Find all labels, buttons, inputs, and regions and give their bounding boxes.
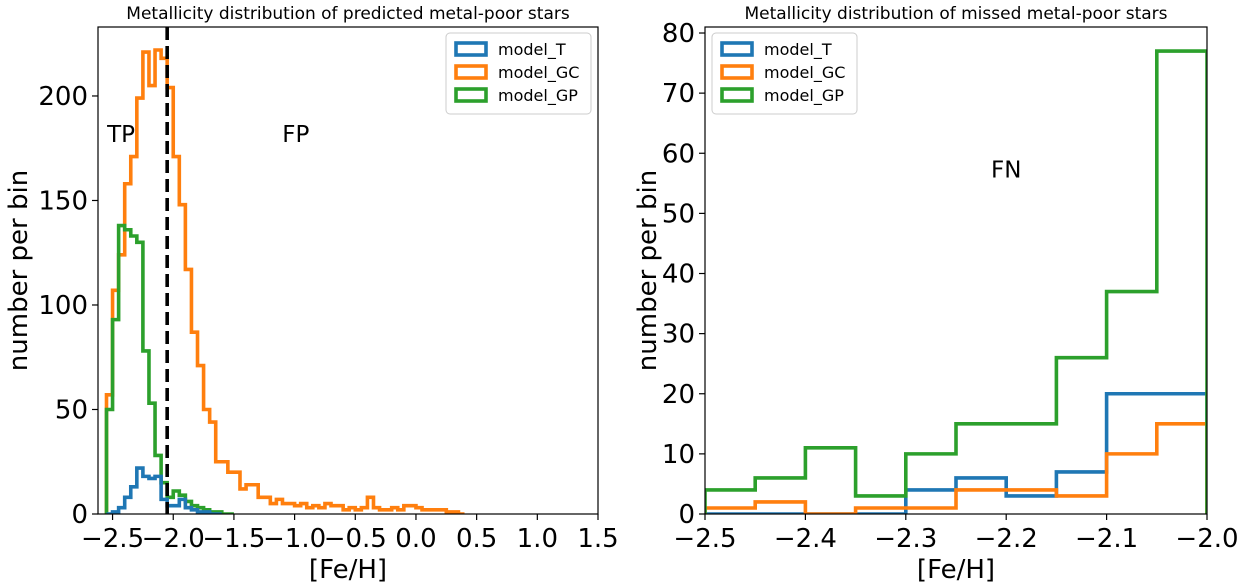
annotation-fn: FN [991, 157, 1021, 183]
axes-frame [97, 26, 599, 515]
chart-title: Metallicity distribution of missed metal… [744, 4, 1167, 24]
x-tick-label: 1.0 [517, 524, 558, 554]
x-tick-label: −2.4 [774, 524, 837, 554]
y-axis-label: number per bin [633, 170, 663, 371]
x-tick-label: −2.1 [1075, 524, 1138, 554]
annotation-tp: TP [106, 122, 135, 148]
x-tick-label: −2.0 [1175, 524, 1238, 554]
legend-swatch-model-gp [454, 87, 488, 103]
x-tick-label: −2.5 [81, 524, 144, 554]
chart-panel-1: −2.5−2.0−1.5−1.0−0.5 0.0 0.5 1.0 1.5 0 50 100 15… [4, 4, 619, 585]
legend: model_T model_GC model_GP [711, 32, 858, 115]
legend-label: model_T [764, 40, 832, 60]
x-tick-label: 1.5 [577, 524, 618, 554]
legend-swatch-model-gc [454, 64, 488, 80]
series-model-gp [705, 49, 1207, 514]
x-tick-label: −2.0 [142, 524, 205, 554]
legend-label: model_GP [764, 86, 844, 106]
y-tick-label: 10 [662, 440, 695, 470]
chart-title: Metallicity distribution of predicted me… [126, 4, 570, 24]
series-model-t [705, 391, 1207, 514]
y-axis-label: number per bin [4, 170, 34, 371]
y-tick-label: 40 [662, 260, 695, 290]
x-tick-label: 0.0 [395, 524, 436, 554]
y-tick-label: 70 [662, 79, 695, 109]
y-tick-label: 200 [38, 82, 88, 112]
y-tick-label: 20 [662, 380, 695, 410]
y-tick-label: 100 [38, 291, 88, 321]
legend-label: model_GP [498, 86, 578, 106]
x-axis-label: [Fe/H] [309, 555, 387, 585]
x-tick-label: −1.5 [202, 524, 265, 554]
y-tick-label: 150 [38, 186, 88, 216]
x-tick-label: −2.2 [975, 524, 1038, 554]
legend: model_T model_GC model_GP [445, 32, 592, 115]
legend-label: model_T [498, 40, 566, 60]
legend-swatch-model-t [454, 41, 488, 57]
legend-label: model_GC [764, 63, 845, 83]
legend-swatch-model-t [720, 41, 754, 57]
legend-label: model_GC [498, 63, 579, 83]
x-tick-label: −2.3 [874, 524, 937, 554]
axes-frame [704, 26, 1208, 515]
plot-area [104, 27, 465, 514]
plot-area [705, 49, 1207, 514]
chart-panel-2: −2.5 −2.4 −2.3 −2.2 −2.1 −2.0 0 10 20 30 40 50 60 70 8… [633, 4, 1239, 585]
y-tick-label: 50 [55, 395, 88, 425]
series-model-gc [705, 422, 1207, 514]
y-tick-label: 60 [662, 139, 695, 169]
x-tick-label: −0.5 [324, 524, 387, 554]
y-tick-label: 0 [71, 500, 88, 530]
x-tick-label: −1.0 [263, 524, 326, 554]
x-tick-label: −2.5 [673, 524, 736, 554]
series-model-gp [104, 223, 234, 514]
y-tick-label: 80 [662, 19, 695, 49]
series-model-gc [104, 48, 465, 514]
legend-swatch-model-gp [720, 87, 754, 103]
annotation-fp: FP [282, 122, 309, 148]
x-tick-label: 0.5 [456, 524, 497, 554]
y-tick-label: 50 [662, 199, 695, 229]
x-axis-label: [Fe/H] [917, 555, 995, 585]
legend-swatch-model-gc [720, 64, 754, 80]
series-model-t [106, 466, 222, 514]
y-tick-label: 0 [678, 500, 695, 530]
y-tick-label: 30 [662, 320, 695, 350]
